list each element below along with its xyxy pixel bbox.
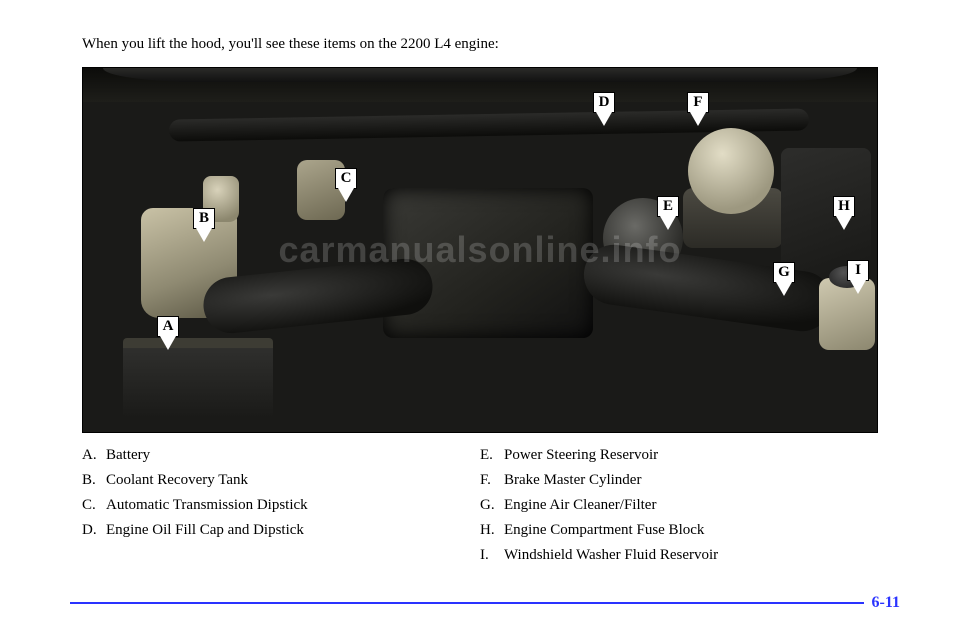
callout-C-label: C (335, 168, 357, 189)
battery-shape (123, 338, 273, 418)
legend-letter: I. (480, 547, 504, 564)
callout-H-label: H (833, 196, 855, 217)
legend: A. Battery B. Coolant Recovery Tank C. A… (82, 447, 878, 572)
legend-text: Automatic Transmission Dipstick (106, 497, 308, 514)
legend-letter: E. (480, 447, 504, 464)
legend-item: A. Battery (82, 447, 480, 464)
legend-text: Battery (106, 447, 150, 464)
callout-D: D (589, 92, 619, 126)
legend-col-left: A. Battery B. Coolant Recovery Tank C. A… (82, 447, 480, 572)
page-number: 6-11 (872, 594, 900, 612)
callout-G: G (769, 262, 799, 296)
legend-text: Windshield Washer Fluid Reservoir (504, 547, 718, 564)
legend-item: C. Automatic Transmission Dipstick (82, 497, 480, 514)
legend-letter: A. (82, 447, 106, 464)
arrow-down-icon (690, 112, 706, 126)
callout-E: E (653, 196, 683, 230)
callout-D-label: D (593, 92, 615, 113)
legend-letter: F. (480, 472, 504, 489)
legend-item: B. Coolant Recovery Tank (82, 472, 480, 489)
legend-item: D. Engine Oil Fill Cap and Dipstick (82, 522, 480, 539)
callout-H: H (829, 196, 859, 230)
callout-B: B (189, 208, 219, 242)
intro-text: When you lift the hood, you'll see these… (82, 36, 878, 53)
callout-F-label: F (687, 92, 709, 113)
legend-letter: D. (82, 522, 106, 539)
legend-item: F. Brake Master Cylinder (480, 472, 878, 489)
arrow-down-icon (850, 280, 866, 294)
legend-letter: G. (480, 497, 504, 514)
arrow-down-icon (160, 336, 176, 350)
callout-I: I (843, 260, 873, 294)
hood-lip (103, 68, 857, 82)
legend-item: G. Engine Air Cleaner/Filter (480, 497, 878, 514)
legend-letter: C. (82, 497, 106, 514)
legend-text: Brake Master Cylinder (504, 472, 641, 489)
arrow-down-icon (776, 282, 792, 296)
callout-E-label: E (657, 196, 679, 217)
legend-item: H. Engine Compartment Fuse Block (480, 522, 878, 539)
legend-text: Coolant Recovery Tank (106, 472, 248, 489)
callout-C: C (331, 168, 361, 202)
engine-diagram: carmanualsonline.info A B C D E F G (82, 67, 878, 433)
legend-item: E. Power Steering Reservoir (480, 447, 878, 464)
legend-text: Engine Oil Fill Cap and Dipstick (106, 522, 304, 539)
callout-F: F (683, 92, 713, 126)
arrow-down-icon (836, 216, 852, 230)
arrow-down-icon (338, 188, 354, 202)
arrow-down-icon (596, 112, 612, 126)
callout-A-label: A (157, 316, 179, 337)
legend-text: Power Steering Reservoir (504, 447, 658, 464)
legend-item: I. Windshield Washer Fluid Reservoir (480, 547, 878, 564)
callout-B-label: B (193, 208, 215, 229)
footer-rule (70, 602, 864, 604)
legend-letter: H. (480, 522, 504, 539)
callout-A: A (153, 316, 183, 350)
callout-I-label: I (847, 260, 869, 281)
arrow-down-icon (660, 216, 676, 230)
arrow-down-icon (196, 228, 212, 242)
legend-text: Engine Air Cleaner/Filter (504, 497, 656, 514)
legend-letter: B. (82, 472, 106, 489)
brake-master-shape (688, 128, 774, 214)
callout-G-label: G (773, 262, 795, 283)
legend-text: Engine Compartment Fuse Block (504, 522, 704, 539)
legend-col-right: E. Power Steering Reservoir F. Brake Mas… (480, 447, 878, 572)
